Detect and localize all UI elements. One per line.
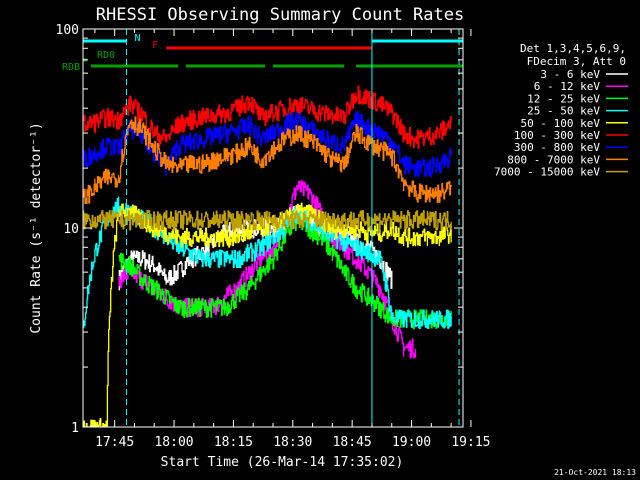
series-line — [83, 116, 452, 205]
series-8 — [83, 116, 452, 205]
series-6 — [83, 85, 452, 149]
flag-n: N — [83, 33, 463, 44]
flag-label: RD0 — [97, 50, 115, 61]
flag-label: F — [152, 40, 158, 51]
x-tick-label: 19:15 — [451, 435, 490, 450]
legend-entry: 3 - 6 keV — [540, 68, 628, 81]
legend-entry: 12 - 25 keV — [527, 92, 628, 105]
flag-label: N — [135, 33, 141, 44]
legend-header-line-1: Det 1,3,4,5,6,9, — [520, 42, 626, 55]
x-axis-label: Start Time (26-Mar-14 17:35:02) — [161, 455, 404, 470]
y-axis-label: Count Rate (s⁻¹ detector⁻¹) — [29, 122, 44, 333]
chart-title: RHESSI Observing Summary Count Rates — [96, 5, 464, 25]
series-line — [118, 180, 417, 359]
legend-label: 3 - 6 keV — [540, 68, 600, 81]
series-2 — [118, 180, 417, 359]
legend-header-line-2: FDecim 3, Att 0 — [527, 55, 626, 68]
x-tick-label: 18:30 — [273, 435, 312, 450]
x-tick-label: 18:45 — [333, 435, 372, 450]
y-tick-label: 10 — [63, 222, 79, 237]
x-tick-label: 18:15 — [214, 435, 253, 450]
series-line — [83, 85, 452, 149]
legend-entry: 100 - 300 keV — [514, 129, 628, 142]
legend-label: 6 - 12 keV — [534, 80, 601, 93]
vlines-layer — [126, 29, 460, 427]
flag-label: RDB — [62, 62, 80, 73]
legend-label: 7000 - 15000 keV — [494, 166, 600, 179]
flags-layer: NF RD0 RDB — [62, 33, 463, 73]
legend-label: 50 - 100 keV — [521, 117, 601, 130]
legend-label: 100 - 300 keV — [514, 129, 600, 142]
legend-entry: 25 - 50 keV — [527, 105, 628, 118]
x-tick-label: 17:45 — [95, 435, 134, 450]
y-tick-label: 1 — [71, 421, 79, 436]
x-tick-label: 19:00 — [392, 435, 431, 450]
footer-date: 21-Oct-2021 18:13 — [554, 468, 636, 477]
legend: Det 1,3,4,5,6,9, FDecim 3, Att 0 3 - 6 k… — [494, 42, 628, 179]
legend-entry: 300 - 800 keV — [514, 141, 628, 154]
axis-layer: 17:45 18:00 18:15 18:30 18:45 19:00 19:15 1 10 10… — [56, 23, 491, 450]
series-line — [83, 210, 452, 231]
legend-label: 25 - 50 keV — [527, 105, 600, 118]
legend-label: 12 - 25 keV — [527, 92, 600, 105]
legend-entry: 800 - 7000 keV — [507, 153, 628, 166]
legend-label: 800 - 7000 keV — [507, 153, 600, 166]
series-9 — [83, 210, 452, 231]
flag-rdb: RDB — [62, 62, 463, 73]
legend-entry: 7000 - 15000 keV — [494, 166, 628, 179]
legend-entry: 50 - 100 keV — [521, 117, 628, 130]
x-tick-label: 18:00 — [154, 435, 193, 450]
series-layer — [83, 85, 452, 427]
legend-entry: 6 - 12 keV — [534, 80, 628, 93]
legend-label: 300 - 800 keV — [514, 141, 600, 154]
flag-f: F — [152, 40, 372, 51]
y-tick-label: 100 — [56, 23, 79, 38]
